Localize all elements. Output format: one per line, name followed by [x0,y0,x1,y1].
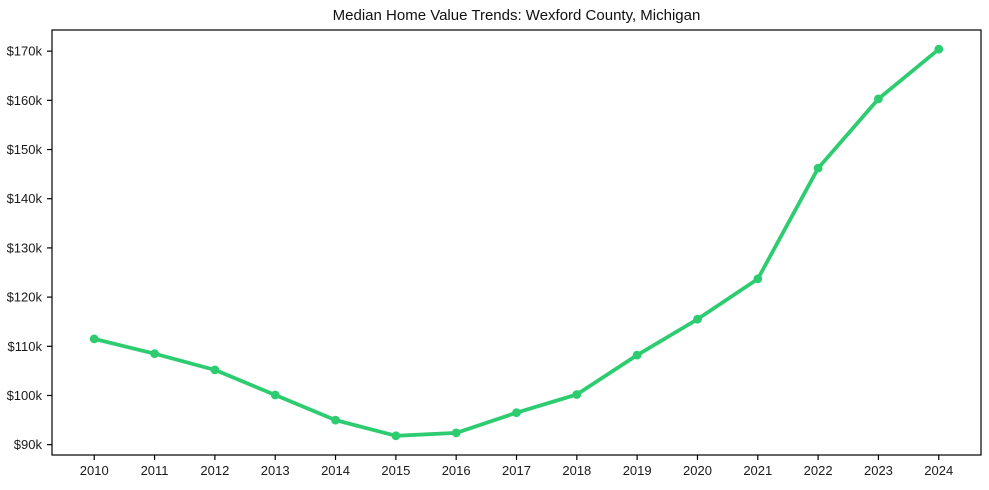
y-tick-label: $90k [14,437,43,452]
y-tick-label: $150k [7,142,43,157]
x-tick-label: 2013 [261,463,290,478]
y-tick-label: $120k [7,290,43,305]
data-point-marker [89,334,99,344]
x-tick-label: 2012 [200,463,229,478]
x-tick-label: 2022 [804,463,833,478]
data-point-marker [934,44,944,54]
data-line [92,47,941,438]
data-point-marker [632,350,642,360]
x-tick-label: 2011 [141,463,169,478]
data-point-marker [391,431,401,441]
data-point-marker [813,163,823,173]
x-tick-label: 2017 [502,463,531,478]
data-point-marker [150,349,160,359]
data-point-marker [572,390,582,399]
data-point-marker [331,415,340,425]
y-tick-label: $130k [7,240,43,255]
x-tick-label: 2024 [924,463,953,478]
x-tick-label: 2015 [381,463,410,478]
x-tick-label: 2021 [743,463,772,478]
data-point-marker [512,408,521,418]
plot-frame [51,29,982,456]
x-tick-label: 2016 [442,463,471,478]
x-tick-label: 2010 [80,463,109,478]
data-point-marker [874,94,883,104]
data-point-marker [451,428,461,438]
y-tick-label: $170k [7,44,43,59]
data-point-marker [210,365,220,375]
x-tick-label: 2018 [562,463,591,478]
x-tick-label: 2014 [321,463,350,478]
data-point-marker [693,314,702,324]
data-point-marker [753,274,763,284]
y-tick-label: $140k [7,191,43,206]
x-tick-label: 2019 [623,463,652,478]
y-tick-label: $110k [8,339,43,354]
x-tick-label: 2020 [683,463,712,478]
x-tick-label: 2023 [864,463,893,478]
data-point-marker [270,390,280,400]
y-tick-label: $160k [7,93,43,108]
y-tick-label: $100k [7,388,43,403]
